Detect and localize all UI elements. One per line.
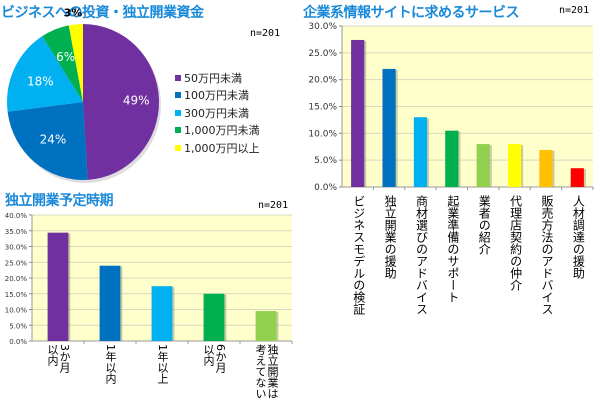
pie-slice-label: 18% xyxy=(27,74,54,88)
timing-chart-title: 独立開業予定時期 xyxy=(5,193,114,209)
bar xyxy=(413,117,428,187)
legend-item: 1,000万円未満 xyxy=(175,122,260,140)
y-tick-label: 30.0% xyxy=(5,244,28,252)
y-tick-label: 5.0% xyxy=(314,156,337,166)
pie-chart-title: ビジネスへの投資・独立開業資金 xyxy=(1,5,204,21)
bar xyxy=(570,168,584,187)
x-category-label: ビジネスモデルの検証 xyxy=(351,195,366,315)
legend-swatch xyxy=(175,92,181,99)
y-tick-label: 10.0% xyxy=(308,129,337,139)
y-tick-label: 20.0% xyxy=(308,76,337,86)
y-tick-label: 15.0% xyxy=(5,291,28,299)
x-category-label: 3か月 以内 xyxy=(46,344,71,373)
y-tick-label: 15.0% xyxy=(308,103,337,113)
y-tick-label: 0.0% xyxy=(9,338,27,346)
y-tick-label: 25.0% xyxy=(5,259,28,267)
y-tick-label: 0.0% xyxy=(314,183,337,193)
bar xyxy=(382,68,396,187)
legend-item: 50万円未満 xyxy=(175,69,260,87)
bar xyxy=(255,311,277,341)
pie-chart: 49% 24% 18%6% 3% xyxy=(6,6,161,183)
x-category-label: 1年以内 xyxy=(104,344,117,384)
pie-slice xyxy=(6,36,83,112)
pie-slice xyxy=(68,24,83,102)
y-tick-label: 10.0% xyxy=(5,307,28,315)
x-category-label: 起業準備のサポート xyxy=(445,195,460,303)
legend-swatch xyxy=(175,74,181,81)
x-category-label: 商材選びのアドバイス xyxy=(414,195,429,315)
legend-label: 1,000万円以上 xyxy=(184,141,260,155)
legend-item: 1,000万円以上 xyxy=(175,139,260,157)
timing-bar-chart: 0.0% 5.0% 10.0% 15.0% 20.0% 25.0% 30.0% 35.0% 40… xyxy=(5,212,293,346)
legend-swatch xyxy=(175,127,181,134)
bar xyxy=(47,232,69,341)
x-category-label: 代理店契約の仲介 xyxy=(508,195,523,291)
x-category-label: 1年以上 xyxy=(156,344,169,384)
pie-slice xyxy=(7,102,88,180)
bar xyxy=(507,144,522,187)
pie-slice-label: 3% xyxy=(64,6,83,19)
pie-n-label: n=201 xyxy=(250,28,281,39)
pie-legend: 50万円未満 100万円未満 300万円未満 1,000万円未満 1,000万円… xyxy=(175,69,260,157)
legend-swatch xyxy=(175,144,181,151)
x-category-label: 販売方法のアドバイス xyxy=(539,195,554,315)
bar xyxy=(476,144,490,187)
x-category-label: 独立開業の援助 xyxy=(383,195,398,279)
services-bar-chart: 0.0% 5.0% 10.0% 15.0% 20.0% 25.0% 30.0% xyxy=(308,22,594,193)
services-n-label: n=201 xyxy=(559,5,590,16)
y-tick-label: 5.0% xyxy=(9,322,27,330)
legend-item: 300万円未満 xyxy=(175,104,260,122)
bar xyxy=(99,265,121,341)
legend-label: 50万円未満 xyxy=(184,71,242,85)
x-category-label: 独立開業は 考えてない xyxy=(254,344,279,399)
legend-item: 100万円未満 xyxy=(175,87,260,105)
services-chart-title: 企業系情報サイトに求めるサービス xyxy=(303,5,520,21)
y-tick-label: 40.0% xyxy=(5,212,28,220)
legend-label: 1,000万円未満 xyxy=(184,124,260,138)
legend-swatch xyxy=(175,109,181,116)
y-tick-label: 20.0% xyxy=(5,275,28,283)
x-category-label: 6か月 以内 xyxy=(202,344,227,373)
pie-slice xyxy=(42,25,83,103)
timing-n-label: n=201 xyxy=(258,200,289,211)
x-category-label: 業者の紹介 xyxy=(477,195,492,255)
legend-label: 100万円未満 xyxy=(184,89,249,103)
bar xyxy=(539,149,553,187)
bar xyxy=(445,130,459,187)
legend-label: 300万円未満 xyxy=(184,106,249,120)
y-tick-label: 25.0% xyxy=(308,49,337,59)
y-tick-label: 35.0% xyxy=(5,228,28,236)
bar xyxy=(351,39,365,187)
pie-slice-label: 49% xyxy=(123,93,150,107)
pie-slice xyxy=(83,24,160,180)
y-tick-label: 30.0% xyxy=(308,22,337,32)
pie-slice-label: 24% xyxy=(40,132,67,146)
bar xyxy=(203,293,225,341)
bar xyxy=(151,286,173,341)
pie-slice-label: 6% xyxy=(56,50,75,64)
x-category-label: 人材調達の援助 xyxy=(571,195,586,279)
